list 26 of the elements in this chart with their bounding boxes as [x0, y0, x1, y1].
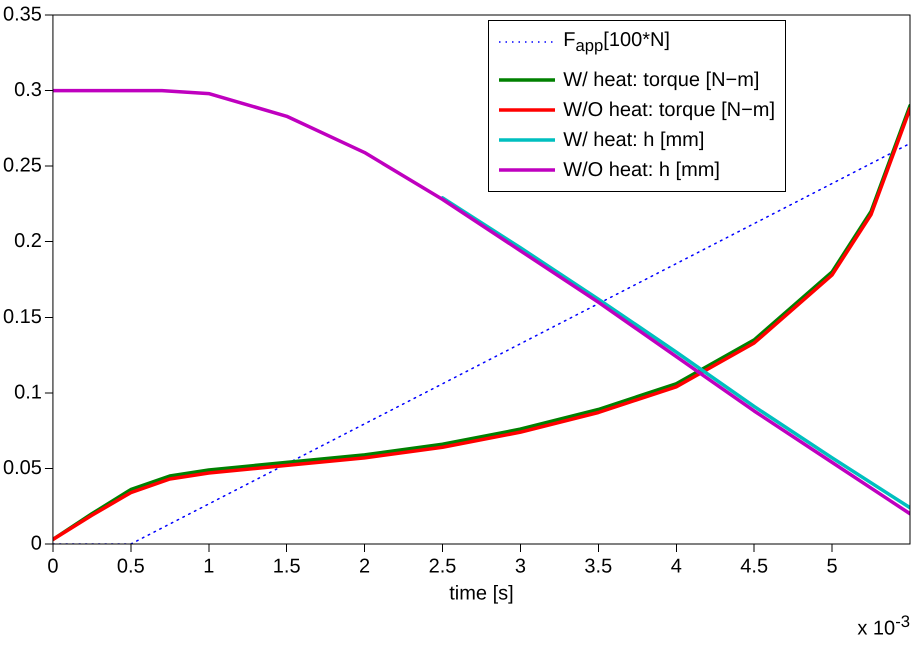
x-tick-label: 3 [514, 556, 526, 578]
y-tick-label: 0 [30, 532, 42, 555]
x-tick-label: 1.5 [272, 556, 301, 578]
x-tick-label: 2 [359, 556, 370, 578]
x-tick-label: 3.5 [584, 556, 612, 578]
x-tick-label: 4.5 [740, 556, 768, 578]
y-tick-label: 0.1 [14, 381, 42, 404]
x-tick-label: 2.5 [428, 556, 456, 578]
legend-label: W/ heat: torque [N−m] [563, 68, 760, 92]
legend-label: W/O heat: torque [N−m] [563, 98, 775, 122]
y-tick-label: 0.3 [14, 79, 42, 102]
y-tick-label: 0.25 [2, 154, 42, 177]
y-tick-label: 0.35 [2, 4, 42, 26]
y-tick-label: 0.2 [14, 230, 42, 252]
legend-label: W/ heat: h [mm] [563, 128, 704, 152]
x-axis-title: time [s] [449, 582, 514, 605]
x-tick-label: 0.5 [116, 556, 145, 578]
legend-label: F$_{app}$[100*N] [563, 28, 670, 56]
y-tick-label: 0.05 [2, 456, 42, 479]
x-tick-label: 1 [203, 556, 214, 578]
x-tick-label: 4 [670, 556, 682, 578]
y-tick-label: 0.15 [2, 306, 42, 328]
legend-label: W/O heat: h [mm] [563, 158, 720, 182]
text: x 10$^{-3}$ [857, 612, 910, 641]
x-tick-label: 5 [826, 556, 838, 578]
x-tick-label: 0 [47, 556, 58, 578]
